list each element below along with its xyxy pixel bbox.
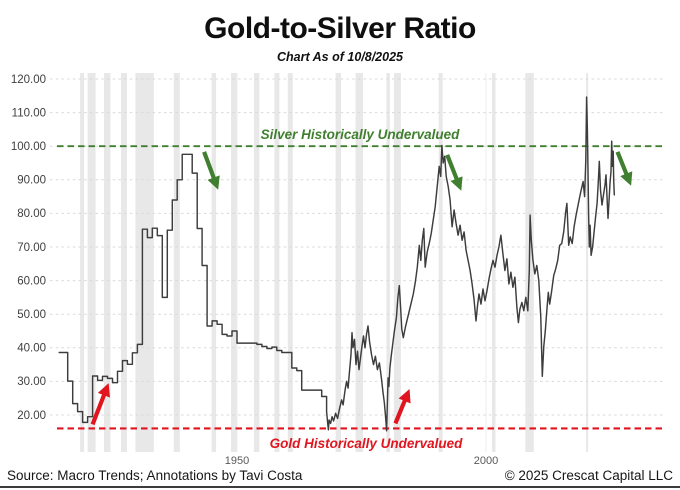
y-tick-label: 40.00	[17, 343, 46, 355]
ratio-line	[58, 96, 616, 432]
y-tick-label: 20.00	[17, 410, 46, 422]
y-tick-label: 80.00	[17, 208, 46, 220]
y-tick-label: 110.00	[12, 107, 46, 119]
source-note: Source: Macro Trends; Annotations by Tav…	[7, 468, 303, 483]
x-tick-label: 2000	[474, 455, 498, 467]
gold-threshold-label: Gold Historically Undervalued	[270, 436, 464, 451]
bottom-divider	[0, 486, 680, 488]
green-trend-arrow	[202, 151, 220, 190]
y-tick-label: 50.00	[17, 309, 46, 321]
y-tick-label: 100.00	[11, 141, 46, 153]
red-trend-arrow	[90, 383, 110, 426]
y-tick-label: 120.00	[11, 74, 46, 86]
green-trend-arrow	[445, 154, 463, 191]
annotation-arrows	[90, 151, 633, 426]
y-tick-label: 70.00	[17, 242, 46, 254]
x-tick-label: 1950	[225, 455, 249, 467]
chart-footer: Source: Macro Trends; Annotations by Tav…	[0, 468, 680, 486]
y-axis: 20.00 30.00 40.00 50.00 60.00 70.00 80.00 90.00…	[11, 74, 663, 422]
red-trend-arrow	[393, 388, 411, 425]
y-tick-label: 90.00	[17, 175, 46, 187]
y-tick-label: 30.00	[17, 376, 46, 388]
copyright-note: © 2025 Crescat Capital LLC	[504, 468, 673, 483]
chart-title: Gold-to-Silver Ratio	[204, 12, 476, 45]
y-tick-label: 60.00	[17, 275, 46, 287]
silver-threshold-label: Silver Historically Undervalued	[261, 127, 461, 142]
chart-subtitle: Chart As of 10/8/2025	[277, 50, 403, 64]
x-axis: 1950 2000	[225, 73, 498, 467]
green-trend-arrow	[615, 151, 633, 186]
